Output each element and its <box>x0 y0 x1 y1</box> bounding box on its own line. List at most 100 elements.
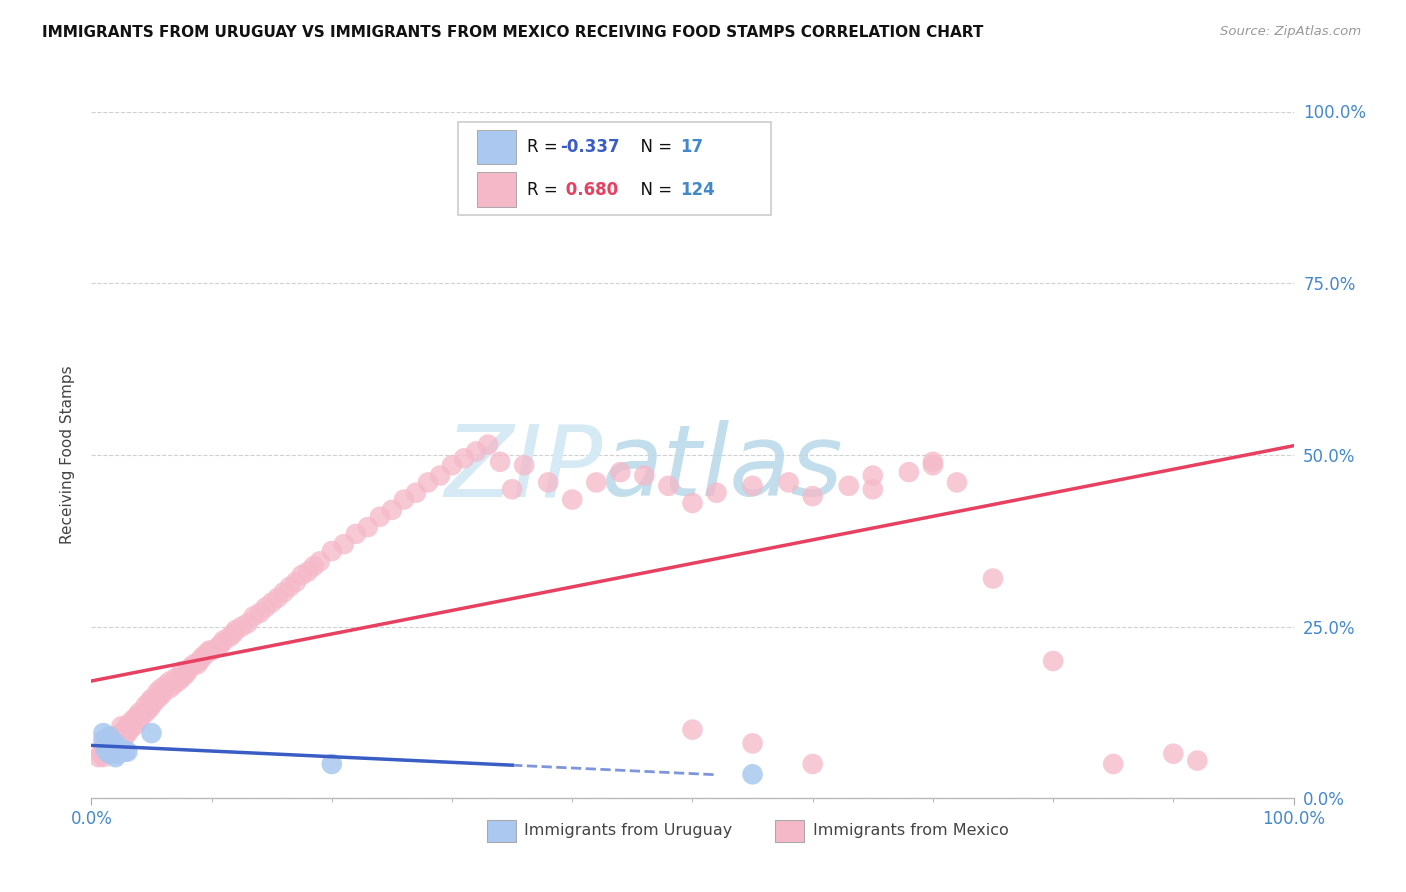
Point <box>201 643 224 657</box>
Point <box>681 496 703 510</box>
Point <box>513 458 536 473</box>
Point <box>125 715 148 730</box>
Point <box>231 619 253 633</box>
Text: Immigrants from Uruguay: Immigrants from Uruguay <box>524 823 733 838</box>
Point <box>87 750 110 764</box>
Point <box>236 616 259 631</box>
Point <box>188 654 211 668</box>
Point <box>107 728 129 742</box>
Point <box>118 715 141 730</box>
Point <box>90 747 112 761</box>
FancyBboxPatch shape <box>458 122 770 215</box>
Text: N =: N = <box>630 137 678 156</box>
Point <box>302 559 325 574</box>
Point <box>225 623 247 637</box>
Point <box>104 733 127 747</box>
Point <box>138 695 160 709</box>
Point <box>101 733 124 747</box>
Point <box>104 743 127 757</box>
Point <box>465 444 488 458</box>
Point <box>186 657 208 672</box>
Point <box>162 678 184 692</box>
Point <box>381 503 404 517</box>
Point <box>98 730 121 744</box>
Text: R =: R = <box>527 137 562 156</box>
Point <box>242 609 264 624</box>
Point <box>94 743 117 757</box>
Point <box>146 685 169 699</box>
Point <box>416 475 439 490</box>
Point <box>98 736 121 750</box>
Point <box>152 685 174 699</box>
Point <box>981 572 1004 586</box>
Point <box>142 695 165 709</box>
Text: N =: N = <box>630 180 678 199</box>
Text: IMMIGRANTS FROM URUGUAY VS IMMIGRANTS FROM MEXICO RECEIVING FOOD STAMPS CORRELAT: IMMIGRANTS FROM URUGUAY VS IMMIGRANTS FR… <box>42 25 984 40</box>
Point <box>922 458 945 473</box>
Point <box>114 730 136 744</box>
Point <box>333 537 356 551</box>
Point <box>93 750 115 764</box>
Point <box>218 630 240 644</box>
Point <box>94 743 117 757</box>
Point <box>284 574 307 589</box>
FancyBboxPatch shape <box>486 820 516 842</box>
FancyBboxPatch shape <box>775 820 804 842</box>
Point <box>131 709 153 723</box>
Point <box>1161 747 1184 761</box>
Point <box>1042 654 1064 668</box>
Point <box>254 600 277 615</box>
Point <box>946 475 969 490</box>
Text: atlas: atlas <box>602 420 844 517</box>
Point <box>357 520 380 534</box>
Text: Immigrants from Mexico: Immigrants from Mexico <box>813 823 1008 838</box>
Point <box>922 455 945 469</box>
Point <box>657 479 679 493</box>
Point <box>368 509 391 524</box>
Point <box>104 750 127 764</box>
Point <box>107 736 129 750</box>
Point <box>98 736 121 750</box>
Point <box>98 730 121 744</box>
Point <box>107 747 129 761</box>
Point <box>897 465 920 479</box>
Point <box>838 479 860 493</box>
Point <box>778 475 800 490</box>
Point <box>134 706 156 720</box>
Point <box>128 706 150 720</box>
Point <box>110 733 132 747</box>
Point <box>125 709 148 723</box>
Point <box>117 745 139 759</box>
Point <box>170 665 193 679</box>
Point <box>741 736 763 750</box>
Point <box>128 712 150 726</box>
Point <box>93 739 115 754</box>
Point <box>98 747 121 761</box>
Point <box>278 580 301 594</box>
Point <box>110 742 132 756</box>
Point <box>801 756 824 771</box>
Point <box>191 650 214 665</box>
Text: 0.680: 0.680 <box>560 180 619 199</box>
Point <box>297 565 319 579</box>
Point <box>94 736 117 750</box>
Text: R =: R = <box>527 180 562 199</box>
Point <box>308 554 330 568</box>
Point <box>114 723 136 737</box>
Point <box>150 681 173 696</box>
Point <box>141 691 163 706</box>
Point <box>101 739 124 754</box>
Point <box>155 678 177 692</box>
Text: -0.337: -0.337 <box>560 137 620 156</box>
Point <box>273 585 295 599</box>
Y-axis label: Receiving Food Stamps: Receiving Food Stamps <box>59 366 75 544</box>
Point <box>212 633 235 648</box>
Point <box>179 661 201 675</box>
Point <box>117 726 139 740</box>
Point <box>249 606 271 620</box>
FancyBboxPatch shape <box>477 129 516 164</box>
Point <box>174 667 197 681</box>
Point <box>862 468 884 483</box>
Point <box>609 465 631 479</box>
Point <box>93 733 115 747</box>
